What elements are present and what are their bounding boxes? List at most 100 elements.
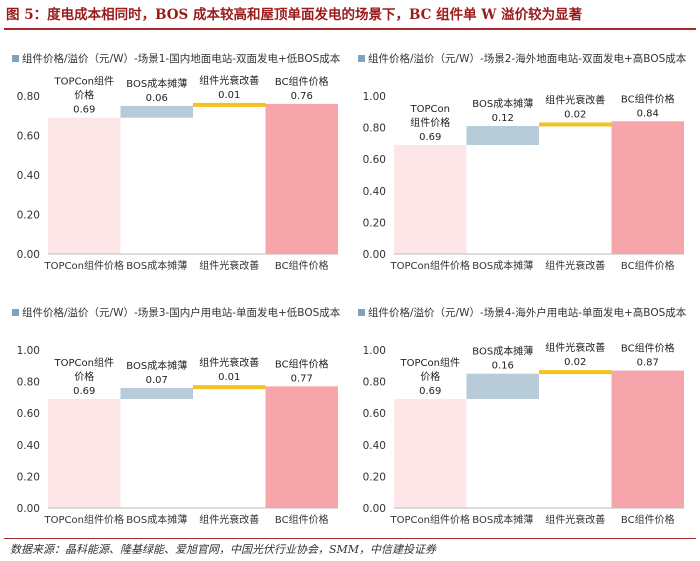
y-tick-label: 0.60	[363, 408, 386, 420]
x-tick-label: 组件光衰改善	[545, 259, 605, 272]
y-tick-label: 0.40	[363, 440, 386, 452]
bar-3	[193, 102, 266, 107]
value-label: 0.69	[419, 386, 441, 397]
x-tick-label: TOPCon组件价格	[44, 513, 124, 526]
y-tick-label: 0.40	[363, 186, 386, 198]
title-rule	[4, 28, 696, 30]
bar-label: 组件价格	[410, 116, 450, 129]
y-tick-label: 0.00	[17, 503, 40, 515]
y-tick-label: 0.20	[363, 471, 386, 483]
bar-label: 组件光衰改善	[199, 356, 259, 369]
chart-panel-4: 组件价格/溢价（元/W）-场景4-海外户用电站-单面发电+高BOS成本 0.00 0…	[358, 306, 687, 526]
bar-label: BC组件价格	[275, 75, 329, 88]
y-tick-label: 0.20	[17, 210, 40, 222]
bar-label: 价格	[74, 370, 94, 383]
bar-label: BC组件价格	[621, 342, 675, 355]
bar-label: BOS成本摊薄	[126, 77, 187, 90]
y-tick-label: 0.80	[363, 377, 386, 389]
y-tick-label: 0.60	[363, 154, 386, 166]
legend-label: 组件价格/溢价（元/W）-场景1-国内地面电站-双面发电+低BOS成本	[22, 52, 341, 65]
value-label: 0.01	[218, 372, 240, 383]
bar-label: BC组件价格	[275, 357, 329, 370]
legend-marker	[358, 309, 365, 316]
legend-marker	[12, 55, 19, 62]
x-tick-label: BOS成本摊薄	[126, 513, 187, 526]
value-label: 0.06	[146, 93, 168, 104]
x-tick-label: BOS成本摊薄	[472, 259, 533, 272]
bar-label: 组件光衰改善	[545, 93, 605, 106]
bar-label: 价格	[420, 370, 440, 383]
y-tick-label: 1.00	[17, 345, 40, 357]
y-tick-label: 0.60	[17, 408, 40, 420]
x-tick-label: BOS成本摊薄	[472, 513, 533, 526]
x-tick-label: 组件光衰改善	[199, 513, 259, 526]
source-rule	[4, 538, 696, 539]
x-tick-label: BC组件价格	[621, 259, 675, 272]
legend-marker	[12, 309, 19, 316]
legend-marker	[358, 55, 365, 62]
y-tick-label: 0.60	[17, 131, 40, 143]
bar-label: 组件光衰改善	[545, 341, 605, 354]
value-label: 0.84	[637, 108, 659, 119]
bar-3	[539, 122, 612, 127]
legend-label: 组件价格/溢价（元/W）-场景3-国内户用电站-单面发电+低BOS成本	[22, 306, 341, 319]
bar-label: BOS成本摊薄	[472, 97, 533, 110]
y-tick-label: 0.40	[17, 170, 40, 182]
bar-2	[466, 126, 539, 145]
value-label: 0.12	[492, 113, 514, 124]
x-tick-label: BOS成本摊薄	[126, 259, 187, 272]
bar-2	[466, 373, 539, 399]
value-label: 0.02	[564, 357, 586, 368]
y-tick-label: 0.00	[363, 503, 386, 515]
y-tick-label: 1.00	[363, 345, 386, 357]
bar-label: TOPCon组件	[54, 75, 114, 88]
legend-label: 组件价格/溢价（元/W）-场景4-海外户用电站-单面发电+高BOS成本	[368, 306, 687, 319]
chart-panel-3: 组件价格/溢价（元/W）-场景3-国内户用电站-单面发电+低BOS成本 0.00 0…	[12, 306, 341, 526]
x-tick-label: TOPCon组件价格	[390, 259, 470, 272]
figure-title: 图 5：度电成本相同时，BOS 成本较高和屋顶单面发电的场景下，BC 组件单 W…	[6, 7, 583, 23]
value-label: 0.69	[419, 132, 441, 143]
bar-label: BC组件价格	[621, 92, 675, 105]
bar-4	[611, 370, 684, 508]
y-tick-label: 0.80	[17, 91, 40, 103]
bar-2	[120, 105, 193, 118]
value-label: 0.07	[146, 375, 168, 386]
bar-1	[48, 117, 121, 254]
bar-label: BOS成本摊薄	[126, 359, 187, 372]
bar-label: TOPCon组件	[54, 356, 114, 369]
x-tick-label: 组件光衰改善	[199, 259, 259, 272]
bar-4	[611, 121, 684, 254]
bar-1	[394, 398, 467, 508]
bar-label: TOPCon组件	[400, 356, 460, 369]
legend-label: 组件价格/溢价（元/W）-场景2-海外地面电站-双面发电+高BOS成本	[368, 52, 687, 65]
chart-panel-2: 组件价格/溢价（元/W）-场景2-海外地面电站-双面发电+高BOS成本 0.00 0…	[358, 52, 687, 272]
bar-4	[265, 386, 338, 508]
value-label: 0.69	[73, 386, 95, 397]
x-tick-label: BC组件价格	[621, 513, 675, 526]
value-label: 0.87	[637, 358, 659, 369]
x-tick-label: BC组件价格	[275, 259, 329, 272]
y-tick-label: 0.80	[363, 123, 386, 135]
x-tick-label: TOPCon组件价格	[44, 259, 124, 272]
bar-label: TOPCon	[410, 104, 450, 115]
x-tick-label: BC组件价格	[275, 513, 329, 526]
y-tick-label: 0.40	[17, 440, 40, 452]
bar-label: 组件光衰改善	[199, 74, 259, 87]
bar-3	[193, 385, 266, 390]
y-tick-label: 0.80	[17, 377, 40, 389]
y-tick-label: 0.00	[17, 249, 40, 261]
value-label: 0.16	[492, 361, 514, 372]
bar-4	[265, 103, 338, 255]
x-tick-label: 组件光衰改善	[545, 513, 605, 526]
bar-label: BOS成本摊薄	[472, 345, 533, 358]
value-label: 0.01	[218, 90, 240, 101]
y-tick-label: 0.00	[363, 249, 386, 261]
bar-1	[48, 398, 121, 508]
bar-3	[539, 370, 612, 375]
source-note: 数据来源：晶科能源、隆基绿能、爱旭官网，中国光伏行业协会，SMM，中信建投证券	[10, 543, 437, 556]
x-tick-label: TOPCon组件价格	[390, 513, 470, 526]
bar-2	[120, 387, 193, 399]
value-label: 0.69	[73, 105, 95, 116]
chart-panel-1: 组件价格/溢价（元/W）-场景1-国内地面电站-双面发电+低BOS成本 0.00 0…	[12, 52, 341, 272]
value-label: 0.02	[564, 109, 586, 120]
